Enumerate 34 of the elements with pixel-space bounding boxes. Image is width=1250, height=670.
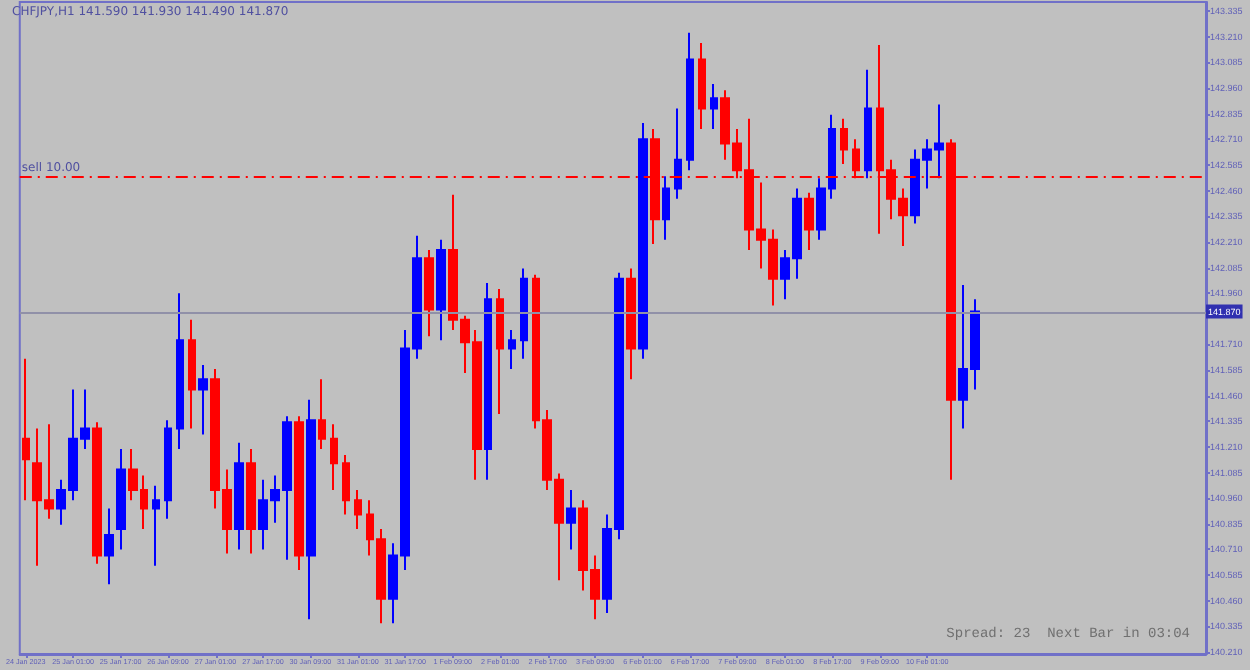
- candlestick: [674, 107, 682, 200]
- candlestick: [864, 68, 872, 180]
- candlestick: [22, 357, 30, 502]
- candlestick: [354, 488, 362, 530]
- candlestick: [508, 329, 516, 371]
- candlestick: [840, 117, 848, 165]
- candlestick: [234, 441, 244, 551]
- candlestick: [698, 42, 706, 131]
- candlestick: [484, 281, 492, 481]
- candlestick: [104, 507, 114, 586]
- candlestick: [176, 292, 184, 450]
- candlestick: [318, 378, 326, 450]
- candlestick: [198, 363, 208, 436]
- candlestick: [436, 238, 446, 342]
- candlestick: [116, 447, 126, 551]
- candlestick: [294, 415, 304, 571]
- candlestick: [188, 318, 196, 430]
- candlestick: [496, 288, 504, 416]
- candlestick: [152, 484, 160, 567]
- candlestick: [92, 421, 102, 565]
- candlestick: [424, 249, 434, 338]
- candlestick: [246, 447, 256, 555]
- candlestick: [638, 121, 648, 360]
- candlestick: [566, 488, 576, 551]
- candlestick: [330, 423, 338, 491]
- candlestick: [686, 31, 694, 172]
- candlestick: [520, 267, 528, 360]
- candlestick: [710, 83, 718, 131]
- candlestick: [306, 398, 316, 621]
- candlestick: [342, 454, 350, 516]
- candlestick: [164, 419, 172, 520]
- candlestick: [662, 175, 670, 241]
- candlestick: [626, 267, 636, 381]
- candlestick: [804, 191, 814, 252]
